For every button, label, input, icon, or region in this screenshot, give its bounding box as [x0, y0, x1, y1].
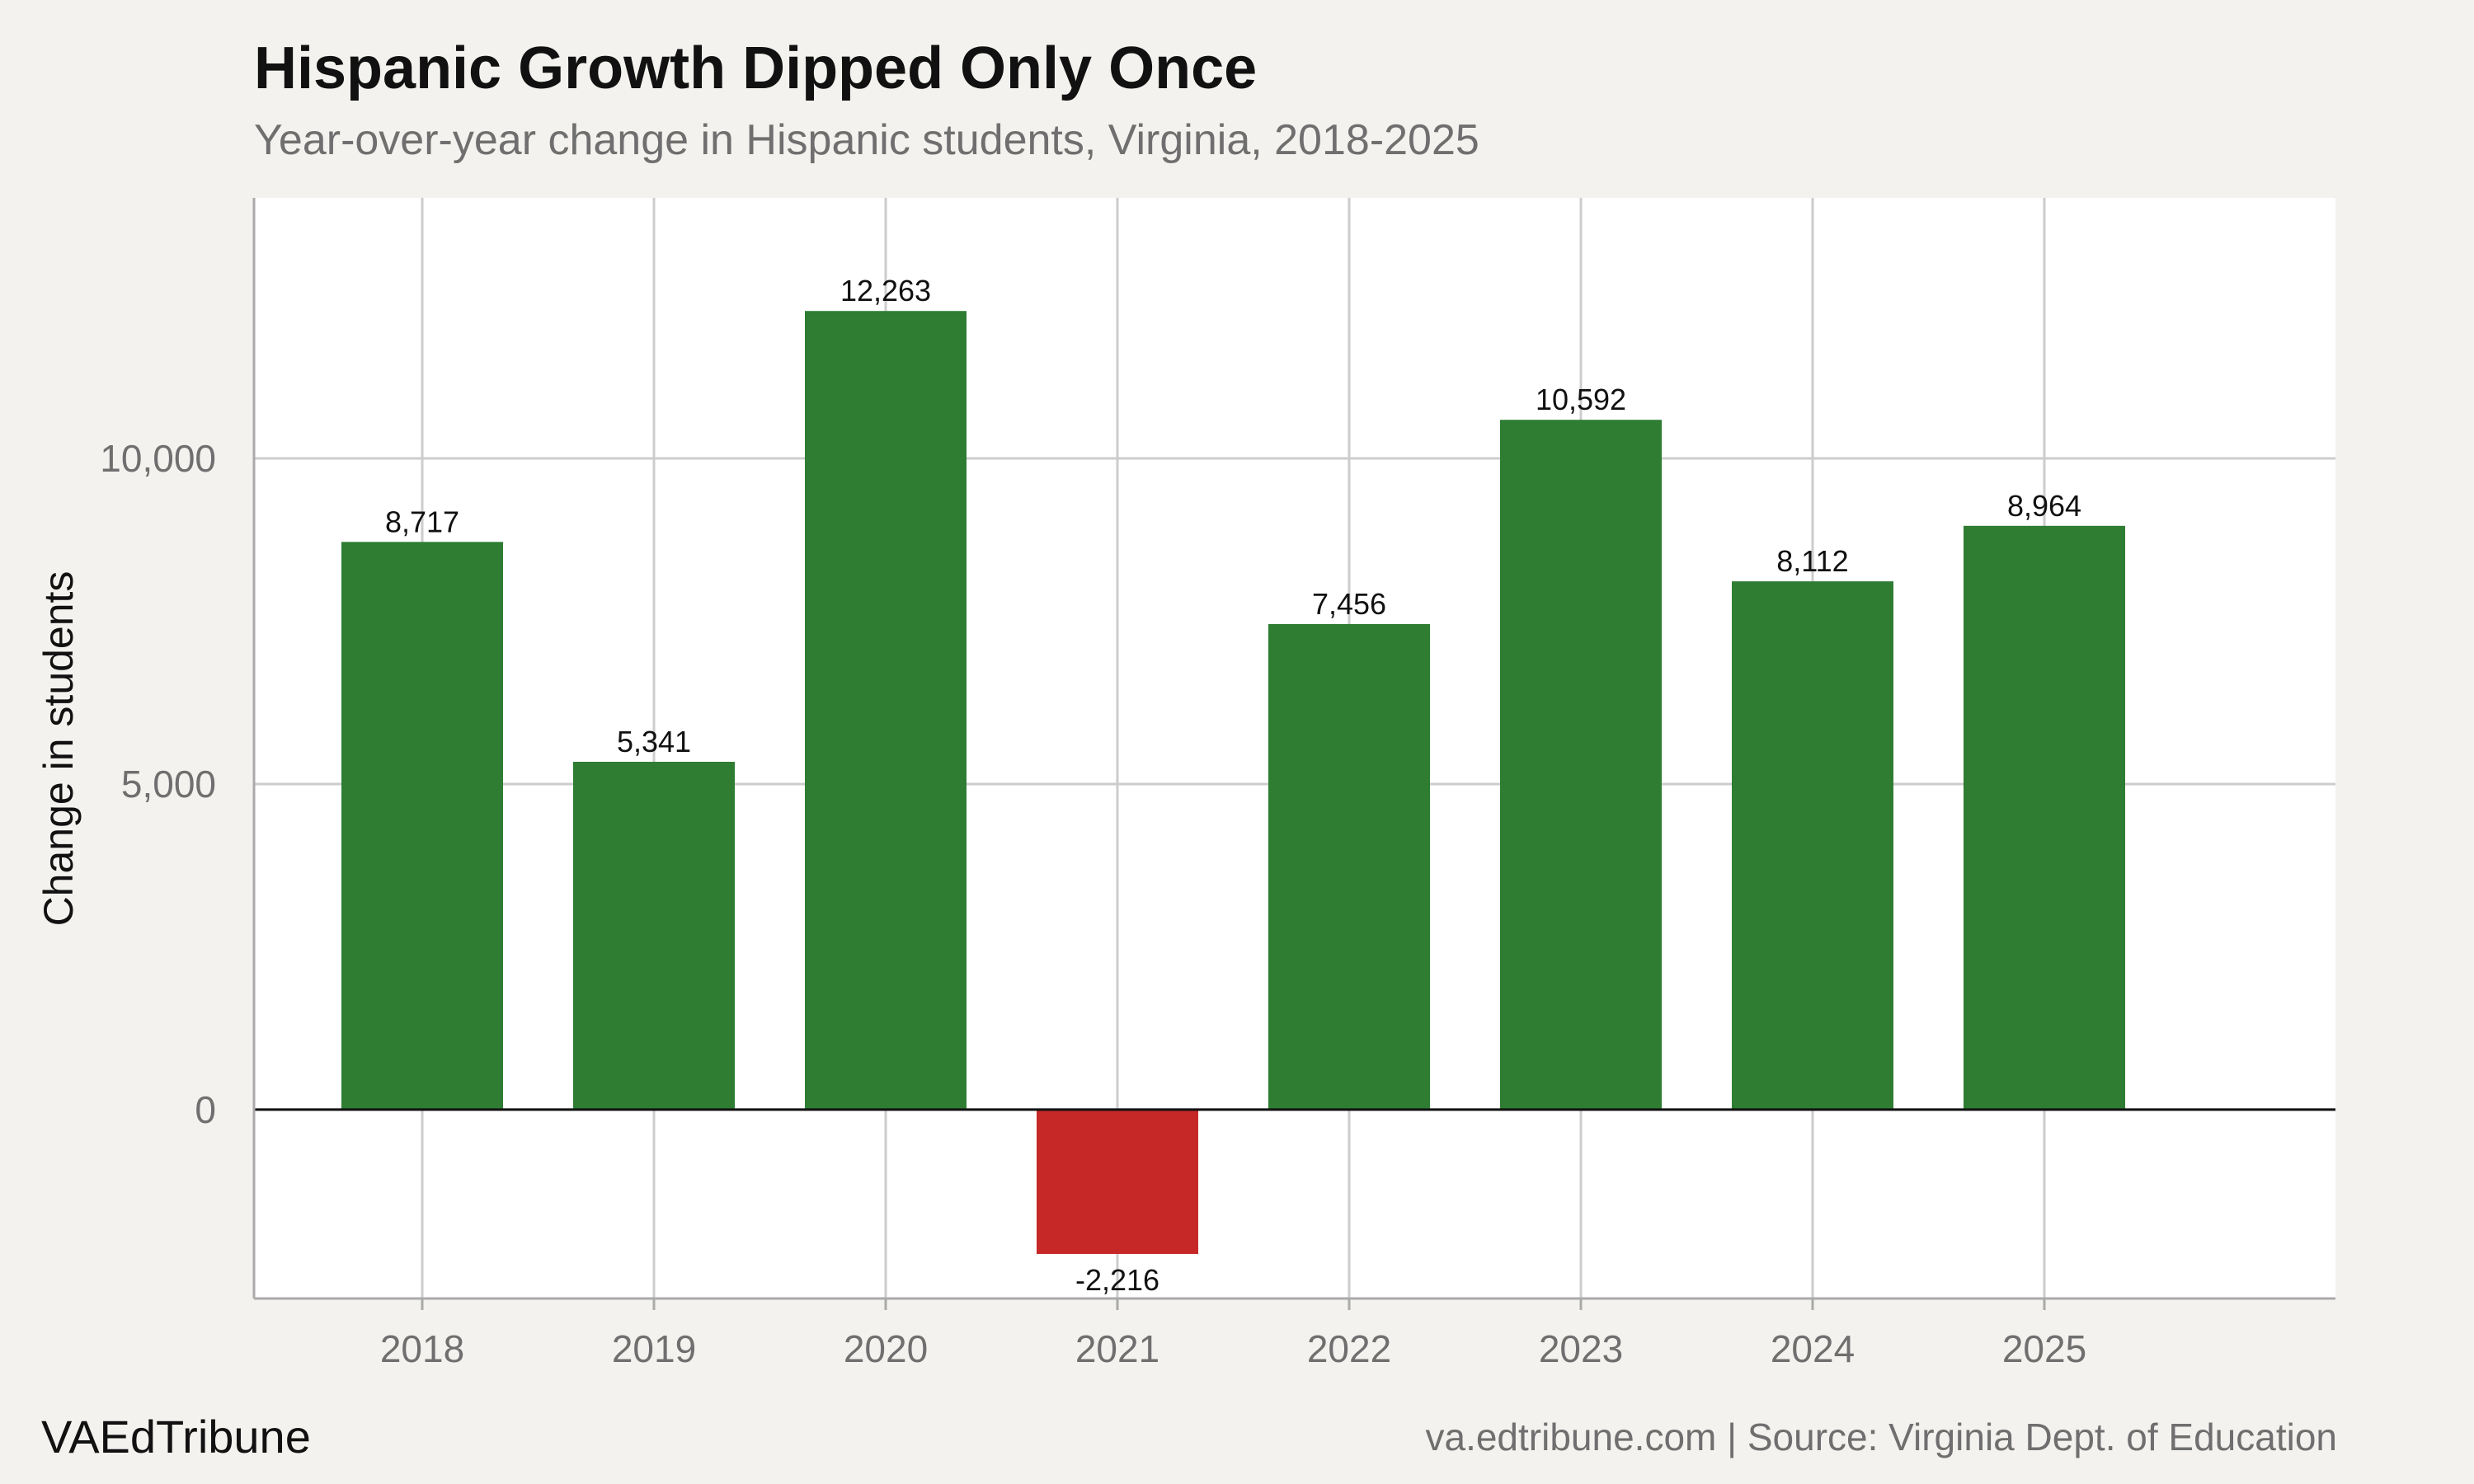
data-label-2019: 5,341: [617, 725, 691, 758]
bar-2023: [1500, 420, 1662, 1110]
data-labels: 8,717 5,341 12,263 -2,216 7,456 10,592 8,112 8,…: [385, 274, 2081, 1297]
bar-2024: [1732, 581, 1893, 1110]
x-tick-label: 2018: [380, 1327, 464, 1370]
data-label-2022: 7,456: [1312, 587, 1386, 621]
data-label-2021: -2,216: [1075, 1263, 1159, 1297]
bar-2019: [573, 762, 735, 1110]
y-tick-label: 5,000: [121, 763, 216, 805]
y-axis-title: Change in students: [35, 571, 82, 927]
data-label-2024: 8,112: [1776, 544, 1848, 578]
bar-2020: [805, 311, 967, 1110]
x-tick-label: 2021: [1075, 1327, 1159, 1370]
y-tick-label: 10,000: [100, 437, 216, 480]
data-label-2025: 8,964: [2007, 489, 2081, 523]
bar-2025: [1964, 525, 2125, 1110]
axes: 0 5,000 10,000 2018 2019 2020 2021 2022 2023 2024…: [100, 198, 2335, 1370]
x-tick-label: 2022: [1307, 1327, 1391, 1370]
data-label-2023: 10,592: [1536, 383, 1626, 416]
x-tick-label: 2023: [1539, 1327, 1623, 1370]
bar-2018: [341, 542, 503, 1110]
y-tick-label: 0: [195, 1088, 216, 1131]
x-tick-label: 2025: [2002, 1327, 2086, 1370]
source-credit: va.edtribune.com | Source: Virginia Dept…: [1425, 1416, 2337, 1458]
chart-subtitle: Year-over-year change in Hispanic studen…: [254, 116, 1479, 164]
brand-name: VAEdTribune: [41, 1411, 311, 1463]
x-tick-label: 2019: [612, 1327, 696, 1370]
data-label-2018: 8,717: [385, 505, 459, 538]
x-tick-label: 2024: [1771, 1327, 1855, 1370]
x-tick-label: 2020: [844, 1327, 928, 1370]
chart-title: Hispanic Growth Dipped Only Once: [254, 35, 1258, 101]
data-label-2020: 12,263: [840, 274, 931, 308]
bar-2021: [1037, 1109, 1198, 1254]
bar-2022: [1268, 623, 1430, 1110]
bars: [341, 311, 2125, 1254]
